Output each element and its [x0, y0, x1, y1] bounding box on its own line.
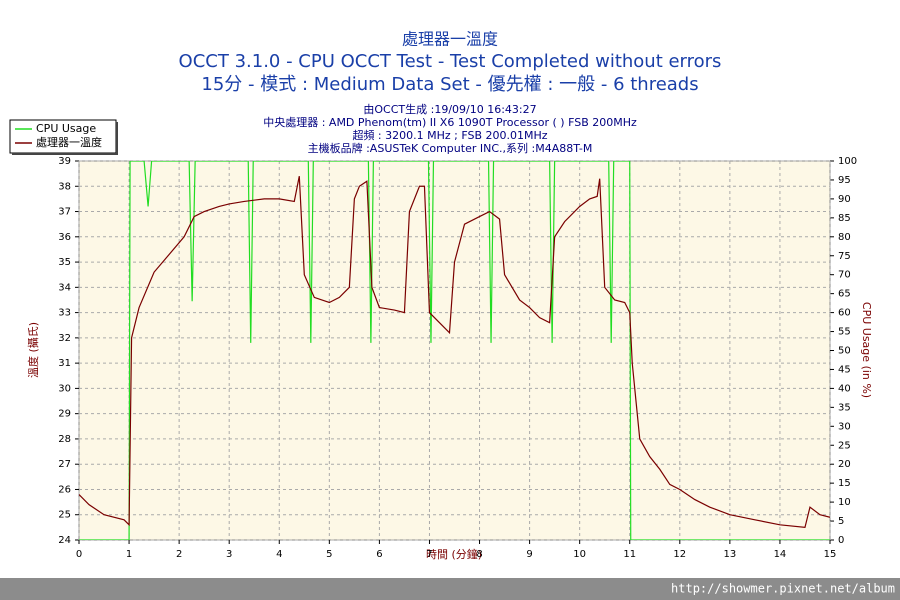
y2-tick-label: 40: [838, 383, 851, 394]
legend-label: 處理器一溫度: [36, 135, 102, 149]
y-tick-label: 33: [58, 308, 71, 319]
y-tick-label: 34: [58, 282, 71, 293]
y-tick-label: 32: [58, 333, 71, 344]
x-tick-label: 13: [723, 549, 736, 560]
y2-tick-label: 85: [838, 213, 851, 224]
x-tick-label: 10: [573, 549, 586, 560]
x-tick-label: 6: [376, 549, 382, 560]
x-tick-label: 4: [276, 549, 282, 560]
y-tick-label: 31: [58, 358, 71, 369]
series-line: [79, 161, 830, 540]
y-tick-label: 35: [58, 257, 71, 268]
y-tick-label: 38: [58, 181, 71, 192]
info-line: 由OCCT生成 :19/09/10 16:43:27: [363, 102, 536, 116]
y2-tick-label: 45: [838, 364, 851, 375]
y-tick-label: 27: [58, 459, 71, 470]
subtitle: 15分 - 模式 : Medium Data Set - 優先權 : 一般 - …: [201, 74, 698, 95]
series-line: [79, 176, 830, 529]
y-axis-label: 溫度 (攝氏): [26, 322, 40, 378]
y2-tick-label: 70: [838, 270, 851, 281]
x-tick-label: 12: [673, 549, 686, 560]
info-line: 中央處理器 : AMD Phenom(tm) II X6 1090T Proce…: [263, 115, 637, 129]
y2-tick-label: 65: [838, 289, 851, 300]
info-line: 超頻 : 3200.1 MHz ; FSB 200.01MHz: [352, 128, 547, 142]
y2-tick-label: 10: [838, 497, 851, 508]
y2-tick-label: 100: [838, 156, 857, 167]
x-tick-label: 14: [774, 549, 787, 560]
y2-tick-label: 75: [838, 251, 851, 262]
y2-tick-label: 30: [838, 421, 851, 432]
y-tick-label: 39: [58, 156, 71, 167]
y-tick-label: 26: [58, 484, 71, 495]
y2-tick-label: 95: [838, 175, 851, 186]
y2-axis-label: CPU Usage (in %): [860, 302, 873, 398]
info-line: 主機板品牌 :ASUSTeK Computer INC.,系列 :M4A88T-…: [308, 141, 593, 155]
y-tick-label: 29: [58, 409, 71, 420]
x-axis-label: 時間 (分鐘): [426, 547, 482, 561]
y-tick-label: 28: [58, 434, 71, 445]
footer-bar: [0, 578, 900, 600]
y-tick-label: 30: [58, 383, 71, 394]
y2-tick-label: 90: [838, 194, 851, 205]
x-tick-label: 7: [426, 549, 432, 560]
x-tick-label: 8: [476, 549, 482, 560]
y2-tick-label: 25: [838, 440, 851, 451]
x-tick-label: 9: [526, 549, 532, 560]
x-tick-label: 1: [126, 549, 132, 560]
y2-tick-label: 55: [838, 327, 851, 338]
subtitle: OCCT 3.1.0 - CPU OCCT Test - Test Comple…: [179, 51, 722, 72]
x-tick-label: 3: [226, 549, 232, 560]
watermark: http://showmer.pixnet.net/album: [671, 582, 895, 596]
x-tick-label: 15: [824, 549, 837, 560]
y2-tick-label: 0: [838, 535, 844, 546]
y2-tick-label: 15: [838, 478, 851, 489]
x-tick-label: 2: [176, 549, 182, 560]
y2-tick-label: 20: [838, 459, 851, 470]
y2-tick-label: 50: [838, 346, 851, 357]
y-tick-label: 37: [58, 207, 71, 218]
chart-title: 處理器一溫度: [402, 30, 498, 49]
legend-label: CPU Usage: [36, 122, 96, 135]
y2-tick-label: 60: [838, 308, 851, 319]
y-tick-label: 24: [58, 535, 71, 546]
y2-tick-label: 35: [838, 402, 851, 413]
y-tick-label: 36: [58, 232, 71, 243]
legend-box: [9, 119, 117, 154]
x-tick-label: 5: [326, 549, 332, 560]
y2-tick-label: 5: [838, 516, 844, 527]
y2-tick-label: 80: [838, 232, 851, 243]
x-tick-label: 0: [76, 549, 82, 560]
x-tick-label: 11: [623, 549, 636, 560]
y-tick-label: 25: [58, 510, 71, 521]
plot-area: [78, 160, 831, 541]
